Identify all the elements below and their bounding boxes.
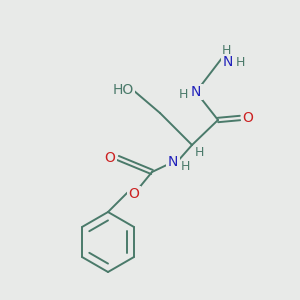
Text: N: N [168,155,178,169]
Text: H: H [221,44,231,56]
Text: H: H [180,160,190,172]
Text: H: H [235,56,245,68]
Text: N: N [191,85,201,99]
Text: H: H [178,88,188,100]
Text: O: O [243,111,254,125]
Text: O: O [129,187,140,201]
Text: H: H [194,146,204,160]
Text: HO: HO [112,83,134,97]
Text: N: N [223,55,233,69]
Text: O: O [105,151,116,165]
